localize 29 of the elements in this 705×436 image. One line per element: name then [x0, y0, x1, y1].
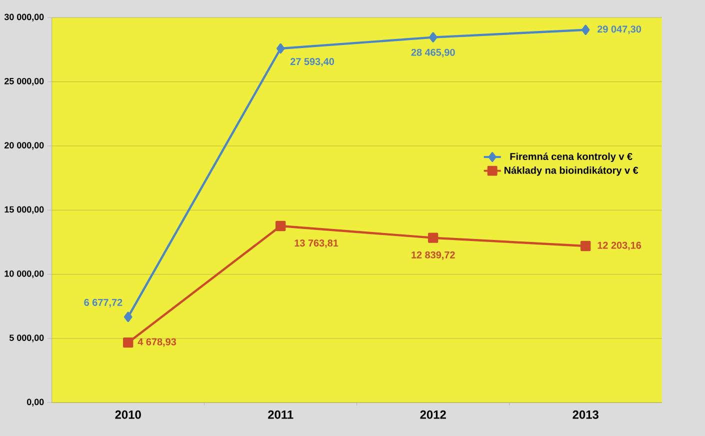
data-label: 13 763,81 [294, 240, 338, 248]
y-tick-label: 0,00 [26, 398, 44, 406]
y-tick-label: 10 000,00 [4, 270, 44, 278]
data-label: 29 047,30 [597, 26, 642, 34]
point [124, 312, 132, 322]
x-tick-label: 2013 [572, 410, 598, 419]
y-tick-label: 5 000,00 [9, 334, 44, 342]
data-label: 12 203,16 [598, 242, 642, 250]
y-tick-label: 20 000,00 [4, 142, 44, 150]
data-label: 6 677,72 [84, 298, 122, 308]
data-label: 28 465,90 [411, 48, 455, 58]
legend-label: Náklady na bioindikátory v € [504, 166, 638, 176]
point [276, 220, 286, 232]
x-tick-label: 2011 [268, 410, 294, 419]
point [582, 24, 590, 35]
y-tick-label: 15 000,00 [4, 206, 44, 214]
x-tick-label: 2012 [420, 410, 446, 419]
data-label: 4 678,93 [138, 338, 176, 347]
legend-label: Firemná cena kontroly v € [510, 152, 632, 162]
data-label: 27 593,40 [290, 58, 334, 67]
data-label: 12 839,72 [412, 251, 455, 260]
x-tick-label: 2010 [115, 410, 141, 419]
point [580, 240, 591, 252]
point [123, 337, 134, 348]
point [276, 43, 285, 54]
point [429, 32, 438, 42]
y-tick-label: 25 000,00 [4, 78, 44, 86]
point [428, 232, 438, 243]
y-tick-label: 30 000,00 [4, 14, 44, 22]
